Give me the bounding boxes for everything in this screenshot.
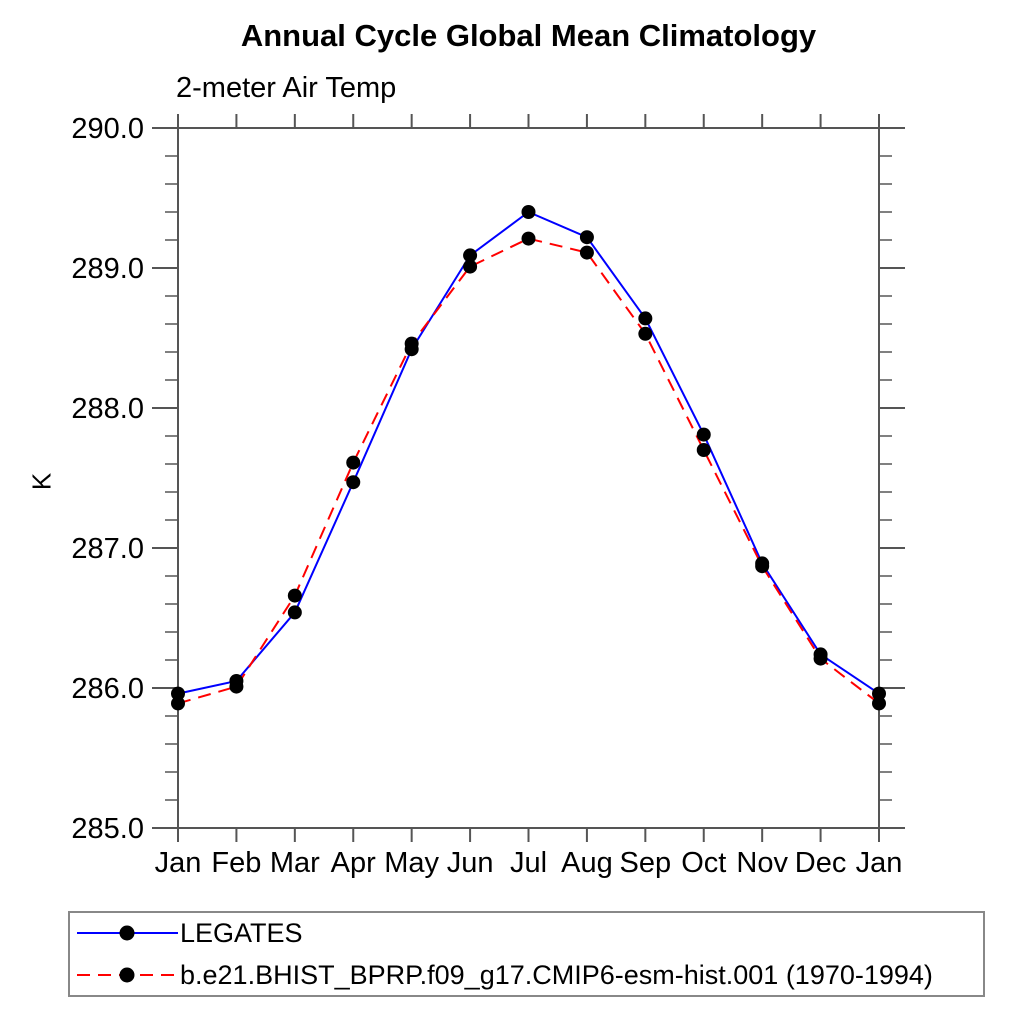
data-point-marker (813, 651, 828, 666)
data-point-marker (872, 696, 886, 711)
x-tick-label: Sep (620, 847, 672, 879)
legend-line-sample-dashed-icon (77, 967, 178, 983)
data-point-marker (579, 230, 594, 245)
y-tick-label: 286.0 (71, 673, 144, 705)
x-tick-label: Oct (681, 847, 726, 879)
data-point-marker (404, 336, 419, 351)
data-point-marker (521, 231, 536, 246)
data-point-marker (229, 679, 244, 694)
legend-label-obs: LEGATES (180, 917, 303, 948)
y-tick-label: 290.0 (71, 113, 144, 145)
data-point-marker (346, 475, 361, 490)
series-line-1 (177, 237, 880, 705)
data-point-marker (171, 696, 185, 711)
x-tick-label: Jun (447, 847, 494, 879)
x-tick-label: May (384, 847, 439, 879)
legend-row-obs: LEGATES (75, 913, 983, 953)
series-line-0 (177, 210, 880, 695)
data-point-marker (579, 245, 594, 260)
data-point-marker (346, 455, 361, 470)
data-point-marker (463, 259, 478, 274)
x-tick-label: Nov (736, 847, 788, 879)
x-tick-label: Aug (561, 847, 613, 879)
data-point-marker (638, 326, 653, 341)
data-point-marker (696, 443, 711, 457)
data-point-marker (171, 686, 185, 701)
chart-subtitle: 2-meter Air Temp (176, 72, 397, 104)
data-point-marker (463, 248, 478, 263)
data-point-marker (696, 427, 711, 442)
y-tick-label: 288.0 (71, 393, 144, 425)
y-tick-label: 287.0 (71, 533, 144, 565)
data-point-marker (287, 605, 302, 620)
data-point-marker (521, 205, 536, 219)
x-tick-label: Apr (331, 847, 376, 879)
data-point-marker (872, 686, 886, 701)
y-tick-label: 289.0 (71, 253, 144, 285)
legend-box: LEGATES b.e21.BHIST_BPRP.f09_g17.CMIP6-e… (68, 911, 985, 997)
x-tick-label: Dec (795, 847, 847, 879)
x-tick-label: Feb (211, 847, 261, 879)
x-tick-label: Jul (510, 847, 547, 879)
chart-title: Annual Cycle Global Mean Climatology (240, 18, 817, 53)
x-tick-label: Mar (270, 847, 320, 879)
x-tick-label: Jan (155, 847, 202, 879)
data-point-marker (287, 588, 302, 603)
legend-label-model: b.e21.BHIST_BPRP.f09_g17.CMIP6-esm-hist.… (180, 959, 933, 990)
data-point-marker (638, 311, 653, 326)
data-point-marker (755, 559, 770, 574)
legend-row-model: b.e21.BHIST_BPRP.f09_g17.CMIP6-esm-hist.… (75, 955, 983, 995)
y-tick-label: 285.0 (71, 813, 144, 845)
legend-line-sample-solid-icon (77, 925, 178, 941)
x-tick-label: Jan (856, 847, 903, 879)
